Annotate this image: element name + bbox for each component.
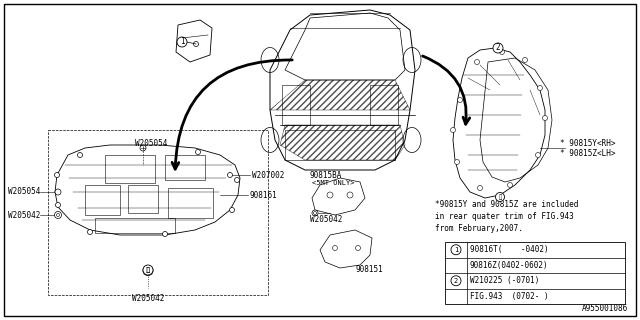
Circle shape — [499, 50, 504, 54]
Text: W210225 (-0701): W210225 (-0701) — [470, 276, 540, 285]
Bar — [95, 218, 175, 233]
Text: * 90815Y<RH>: * 90815Y<RH> — [560, 139, 616, 148]
Text: 2: 2 — [496, 44, 500, 52]
Circle shape — [458, 98, 463, 102]
Text: W207002: W207002 — [252, 171, 284, 180]
Circle shape — [536, 153, 541, 157]
Circle shape — [88, 229, 93, 235]
Text: 90816Z(0402-0602): 90816Z(0402-0602) — [470, 261, 548, 270]
Circle shape — [497, 194, 503, 200]
Circle shape — [195, 149, 200, 155]
Circle shape — [451, 276, 461, 286]
Circle shape — [77, 153, 83, 157]
Text: *90815Y and 90815Z are included: *90815Y and 90815Z are included — [435, 200, 579, 209]
Circle shape — [495, 193, 504, 202]
Text: ①: ① — [146, 268, 150, 273]
Circle shape — [163, 231, 168, 236]
Circle shape — [451, 127, 456, 132]
Text: W205054: W205054 — [8, 188, 40, 196]
Bar — [48, 130, 268, 295]
Circle shape — [474, 60, 479, 65]
Bar — [105, 155, 155, 183]
Circle shape — [312, 210, 318, 216]
Circle shape — [177, 37, 187, 47]
Circle shape — [227, 172, 232, 178]
Bar — [285, 130, 395, 160]
Circle shape — [55, 189, 61, 195]
Bar — [168, 188, 213, 218]
Circle shape — [355, 245, 360, 251]
Text: * 90815Z<LH>: * 90815Z<LH> — [560, 148, 616, 157]
Bar — [445, 242, 625, 304]
Circle shape — [333, 245, 337, 251]
Text: 908161: 908161 — [250, 190, 278, 199]
Text: A955001086: A955001086 — [582, 304, 628, 313]
Text: 1: 1 — [180, 37, 184, 46]
Circle shape — [543, 116, 547, 121]
Circle shape — [143, 266, 153, 276]
Bar — [282, 85, 310, 125]
Text: from February,2007.: from February,2007. — [435, 224, 523, 233]
Circle shape — [143, 265, 153, 275]
Text: W205054: W205054 — [135, 139, 168, 148]
Circle shape — [145, 267, 151, 273]
Circle shape — [56, 213, 60, 217]
Circle shape — [508, 182, 513, 188]
Text: W205042: W205042 — [132, 294, 164, 303]
Circle shape — [193, 42, 198, 46]
Circle shape — [234, 178, 239, 182]
Text: 90815BA: 90815BA — [310, 171, 342, 180]
Circle shape — [522, 58, 527, 62]
Text: <5MT ONLY>: <5MT ONLY> — [312, 180, 355, 186]
Circle shape — [347, 192, 353, 198]
Circle shape — [230, 207, 234, 212]
Circle shape — [493, 43, 503, 53]
Bar — [165, 155, 205, 180]
Text: FIG.943  (0702- ): FIG.943 (0702- ) — [470, 292, 548, 301]
Circle shape — [56, 203, 61, 207]
Circle shape — [140, 145, 146, 151]
Bar — [85, 185, 120, 215]
Circle shape — [454, 159, 460, 164]
Text: ①: ① — [147, 267, 150, 273]
Circle shape — [54, 212, 61, 219]
Text: W205042: W205042 — [8, 211, 40, 220]
Bar — [128, 185, 158, 213]
Text: 2: 2 — [454, 278, 458, 284]
Bar — [370, 85, 398, 125]
Text: 90816T(    -0402): 90816T( -0402) — [470, 245, 548, 254]
Circle shape — [477, 186, 483, 190]
Text: 908151: 908151 — [356, 266, 384, 275]
Text: in rear quater trim of FIG.943: in rear quater trim of FIG.943 — [435, 212, 573, 221]
Circle shape — [327, 192, 333, 198]
Circle shape — [451, 245, 461, 255]
Text: ②: ② — [499, 194, 502, 200]
Circle shape — [314, 212, 317, 214]
Circle shape — [538, 85, 543, 91]
Circle shape — [54, 172, 60, 178]
Text: W205042: W205042 — [310, 215, 342, 225]
Text: 1: 1 — [454, 247, 458, 253]
